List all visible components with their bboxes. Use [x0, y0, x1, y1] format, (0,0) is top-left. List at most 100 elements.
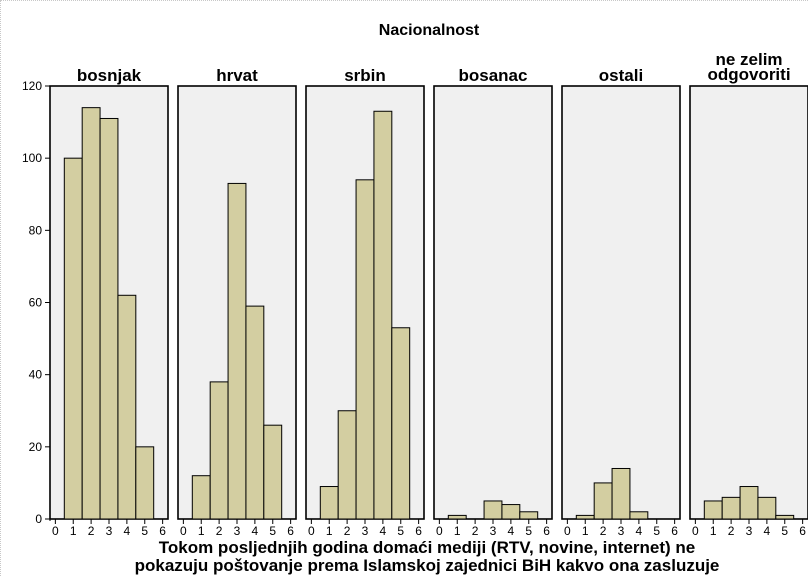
x-tick-label: 2: [344, 524, 351, 538]
x-tick-label: 5: [397, 524, 404, 538]
panel: ostali 0 1 2 3 4 5 6: [561, 66, 681, 538]
bar: [391, 327, 411, 520]
x-tick-label: 3: [490, 524, 497, 538]
x-tick-label: 5: [141, 524, 148, 538]
panel: bosanac 0 1 2 3 4 5 6: [433, 66, 553, 538]
x-tick-label: 3: [106, 524, 113, 538]
bar: [483, 500, 503, 520]
x-tick-label: 1: [454, 524, 461, 538]
x-tick-label: 5: [653, 524, 660, 538]
bar: [63, 157, 83, 520]
panel-label: bosnjak: [77, 66, 142, 85]
x-tick-label: 3: [746, 524, 753, 538]
x-tick-label: 2: [728, 524, 735, 538]
x-tick-label: 6: [287, 524, 294, 538]
bar: [703, 500, 723, 520]
x-tick-label: 6: [415, 524, 422, 538]
bar: [355, 179, 375, 520]
bar: [757, 496, 777, 520]
bar: [629, 511, 649, 520]
bar: [593, 482, 613, 520]
x-tick-label: 0: [692, 524, 699, 538]
y-tick-label: 80: [29, 223, 43, 237]
y-tick-label: 120: [22, 79, 42, 93]
bar: [117, 294, 137, 520]
x-tick-label: 4: [636, 524, 643, 538]
x-tick-label: 1: [198, 524, 205, 538]
bar: [447, 514, 467, 520]
bar: [191, 475, 211, 520]
x-tick-label: 0: [180, 524, 187, 538]
panel-label: odgovoriti: [707, 65, 790, 84]
panel-label: srbin: [344, 66, 386, 85]
panel-label: ostali: [599, 66, 643, 85]
bar: [209, 381, 229, 520]
panel: srbin 0 1 2 3 4 5 6: [305, 66, 425, 538]
x-tick-label: 5: [525, 524, 532, 538]
x-axis-label-line-1: Tokom posljednjih godina domaći mediji (…: [159, 538, 696, 557]
panel-label: ne zelim: [715, 50, 782, 69]
bar: [575, 514, 595, 520]
x-tick-label: 2: [472, 524, 479, 538]
panel-background: [689, 85, 808, 520]
bar: [739, 486, 759, 520]
x-tick-label: 0: [564, 524, 571, 538]
x-tick-label: 2: [600, 524, 607, 538]
x-tick-label: 3: [618, 524, 625, 538]
chart-title: Nacionalnost: [379, 22, 480, 39]
x-tick-label: 3: [234, 524, 241, 538]
x-axis-label-line-2: pokazuju poštovanje prema Islamskoj zaje…: [135, 556, 720, 575]
x-tick-label: 4: [380, 524, 387, 538]
x-tick-label: 5: [269, 524, 276, 538]
bar: [337, 410, 357, 520]
bar: [263, 424, 283, 520]
x-tick-label: 4: [252, 524, 259, 538]
bar: [775, 514, 795, 520]
panel-label: hrvat: [216, 66, 258, 85]
x-tick-label: 6: [799, 524, 806, 538]
x-tick-label: 5: [781, 524, 788, 538]
bar: [227, 182, 247, 520]
y-tick-label: 40: [29, 368, 43, 382]
bar: [245, 305, 265, 520]
y-tick-label: 60: [29, 296, 43, 310]
panel-background: [433, 85, 553, 520]
x-tick-label: 4: [764, 524, 771, 538]
x-tick-label: 0: [436, 524, 443, 538]
bar: [519, 511, 539, 520]
bar: [373, 110, 393, 520]
x-tick-label: 3: [362, 524, 369, 538]
panel: hrvat 0 1 2 3 4 5 6: [177, 66, 297, 538]
x-tick-label: 6: [671, 524, 678, 538]
x-tick-label: 1: [582, 524, 589, 538]
x-tick-label: 0: [52, 524, 59, 538]
x-tick-label: 6: [159, 524, 166, 538]
bar: [721, 496, 741, 520]
bar: [81, 107, 101, 520]
bar: [611, 467, 631, 520]
bar: [99, 117, 119, 520]
x-tick-label: 1: [710, 524, 717, 538]
x-tick-label: 6: [543, 524, 550, 538]
y-tick-label: 100: [22, 151, 42, 165]
x-tick-label: 4: [124, 524, 131, 538]
x-tick-label: 2: [88, 524, 95, 538]
panel: bosnjak 0 1 2 3 4 5 6: [49, 66, 169, 538]
y-tick-label: 20: [29, 440, 43, 454]
panel-background: [561, 85, 681, 520]
panel-label: bosanac: [459, 66, 528, 85]
x-tick-label: 0: [308, 524, 315, 538]
bar: [135, 446, 155, 520]
x-tick-label: 1: [70, 524, 77, 538]
x-tick-label: 1: [326, 524, 333, 538]
y-axis: 0 20 40 60 80 100 120: [22, 79, 51, 526]
y-tick-label: 0: [35, 512, 42, 526]
bar: [501, 504, 521, 520]
x-tick-label: 4: [508, 524, 515, 538]
bar: [319, 486, 339, 520]
x-tick-label: 2: [216, 524, 223, 538]
